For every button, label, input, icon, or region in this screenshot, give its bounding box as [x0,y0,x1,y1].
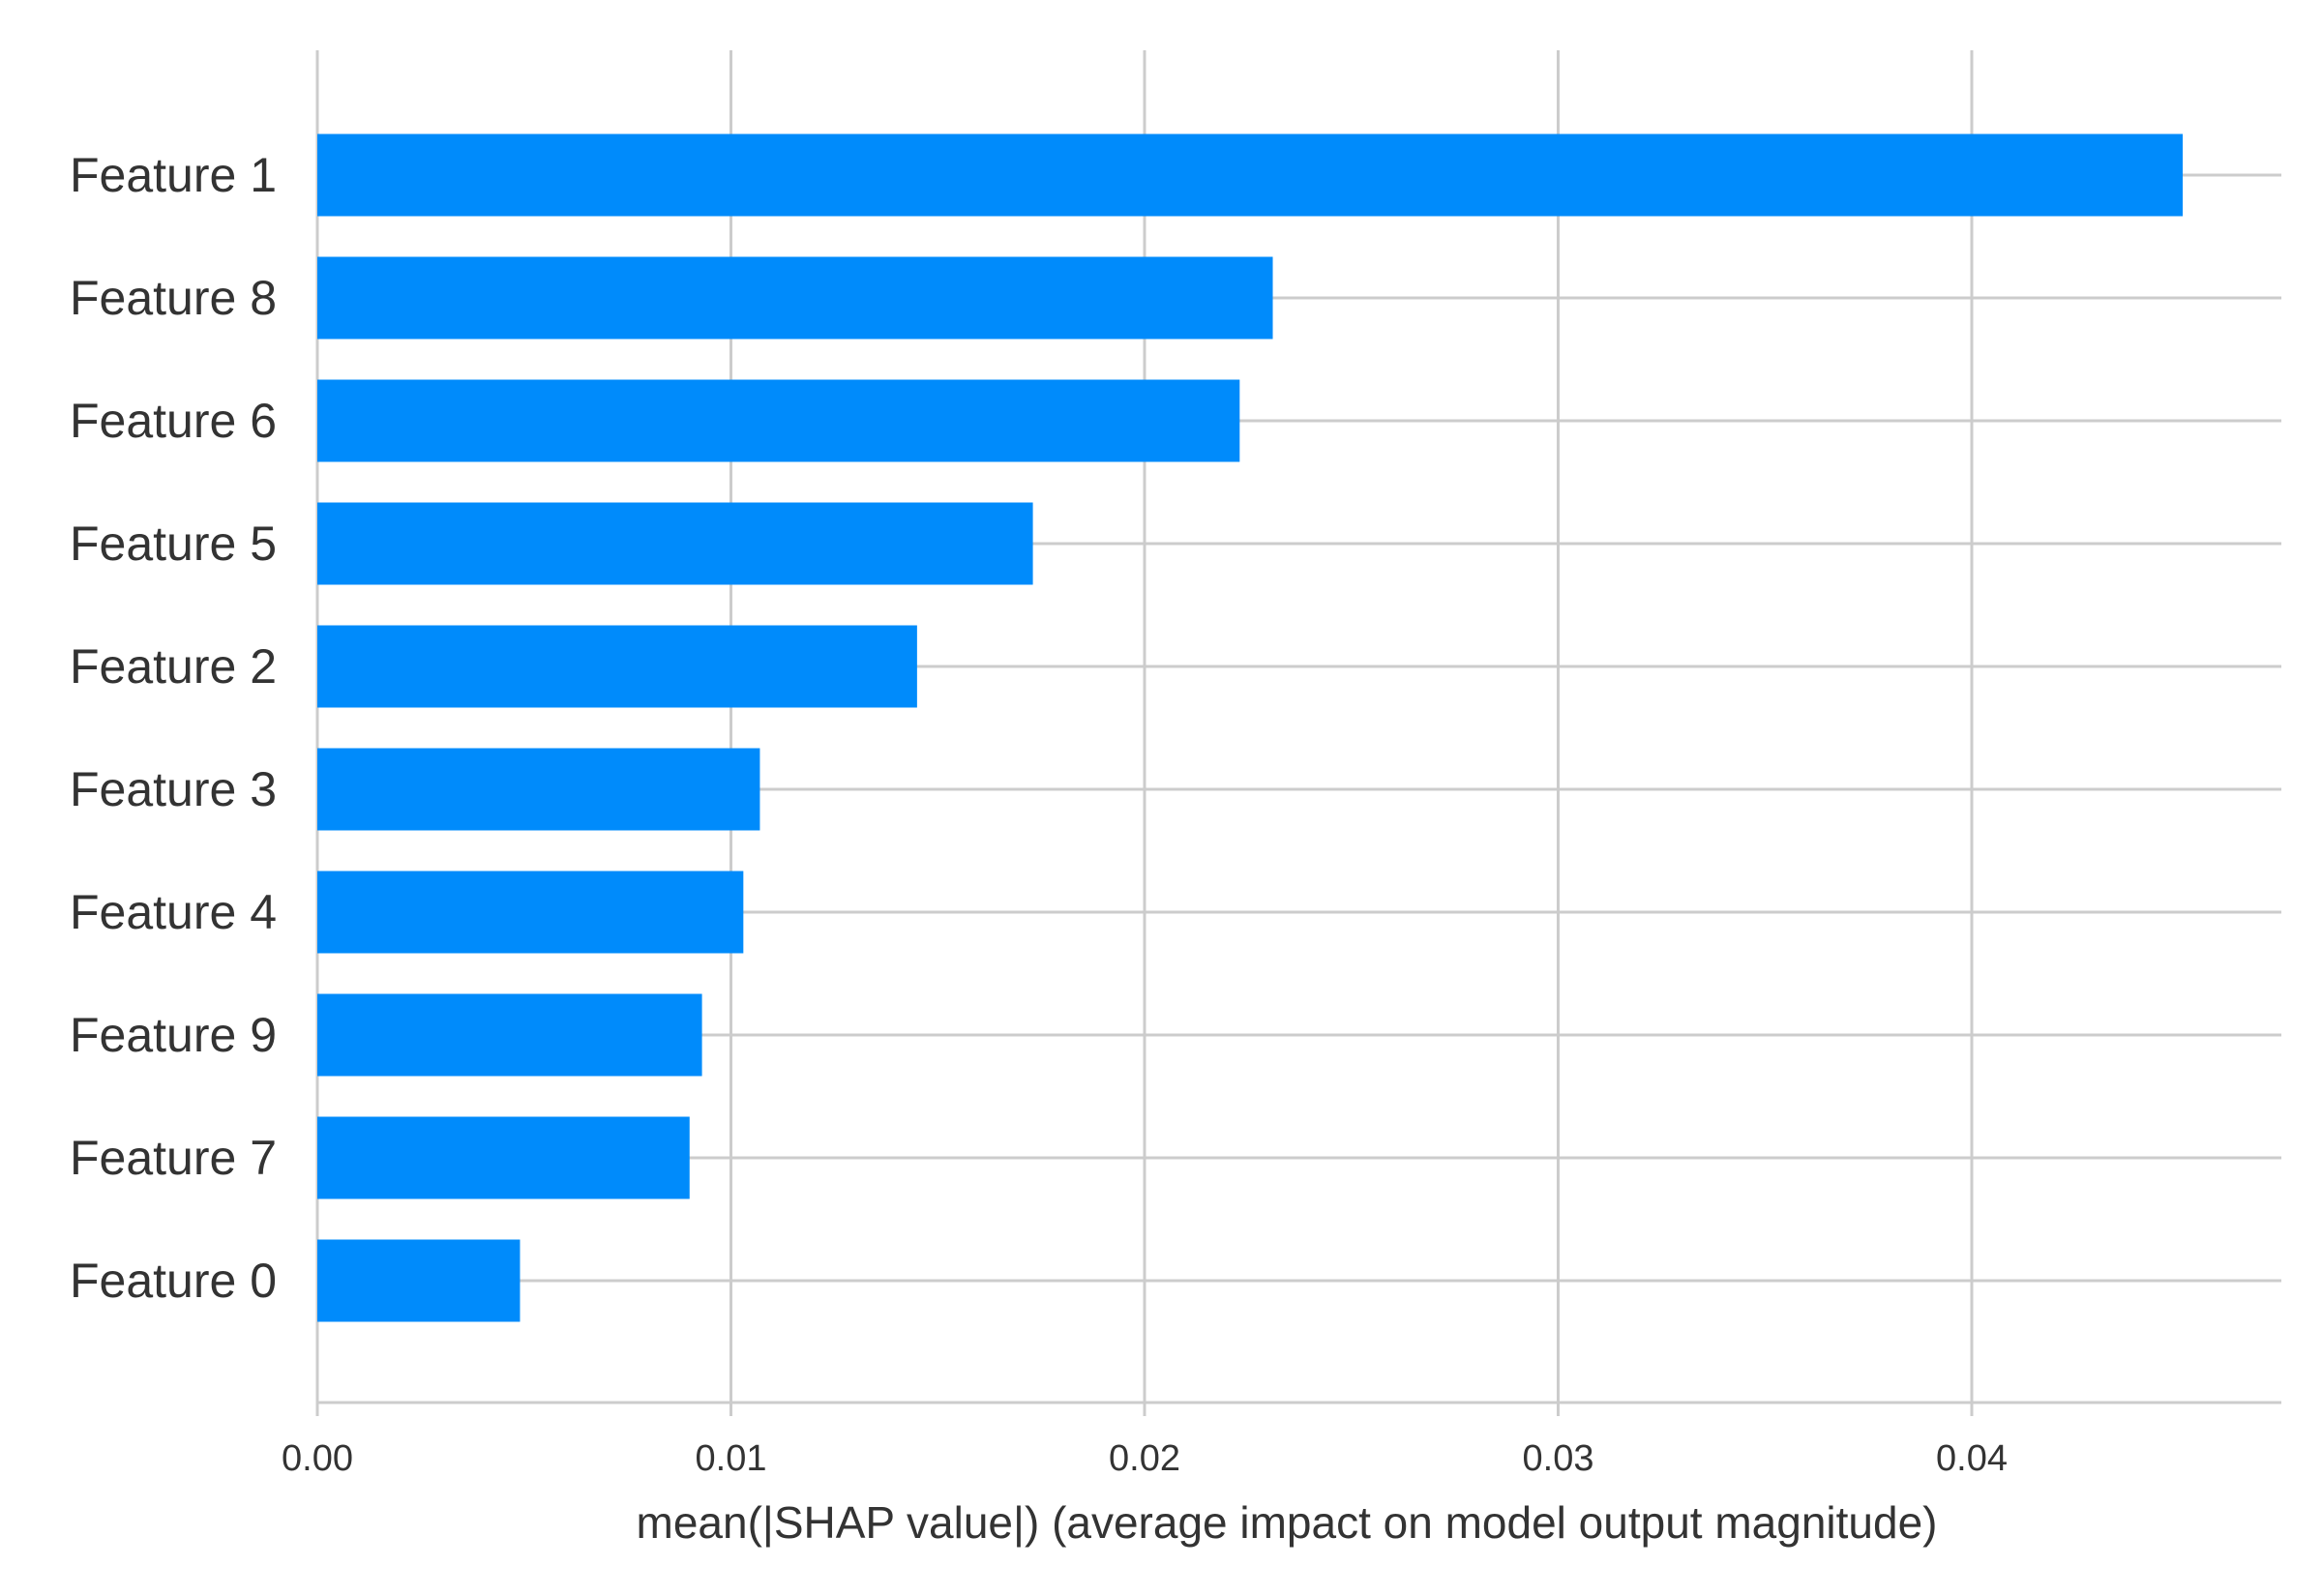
bar [317,748,760,831]
grid-lines [315,50,2281,1403]
bar [317,871,744,954]
category-label: Feature 1 [70,148,277,202]
category-label: Feature 8 [70,271,277,325]
x-tick-label: 0.04 [1936,1438,2008,1479]
category-label: Feature 3 [70,762,277,816]
category-label: Feature 5 [70,517,277,571]
category-label: Feature 4 [70,885,277,939]
x-axis-label: mean(|SHAP value|) (average impact on mo… [637,1497,1938,1548]
category-label: Feature 7 [70,1131,277,1185]
x-tick-label: 0.02 [1109,1438,1180,1479]
x-tick-label: 0.03 [1523,1438,1594,1479]
category-label: Feature 9 [70,1008,277,1062]
bar [317,993,702,1077]
bar [317,1239,521,1322]
x-axis: 0.00 0.01 0.02 0.03 0.04 [282,1401,2281,1479]
category-label: Feature 0 [70,1254,277,1308]
category-label: Feature 6 [70,394,277,448]
bar [317,502,1033,585]
x-tick-label: 0.01 [696,1438,767,1479]
bar [317,133,2184,217]
category-labels: Feature 1 Feature 8 Feature 6 Feature 5 Feat… [70,148,277,1308]
bar [317,256,1273,340]
bars [317,133,2184,1322]
bar [317,379,1240,462]
bar [317,625,917,708]
category-label: Feature 2 [70,639,277,694]
bar [317,1116,690,1199]
x-tick-label: 0.00 [282,1438,353,1479]
